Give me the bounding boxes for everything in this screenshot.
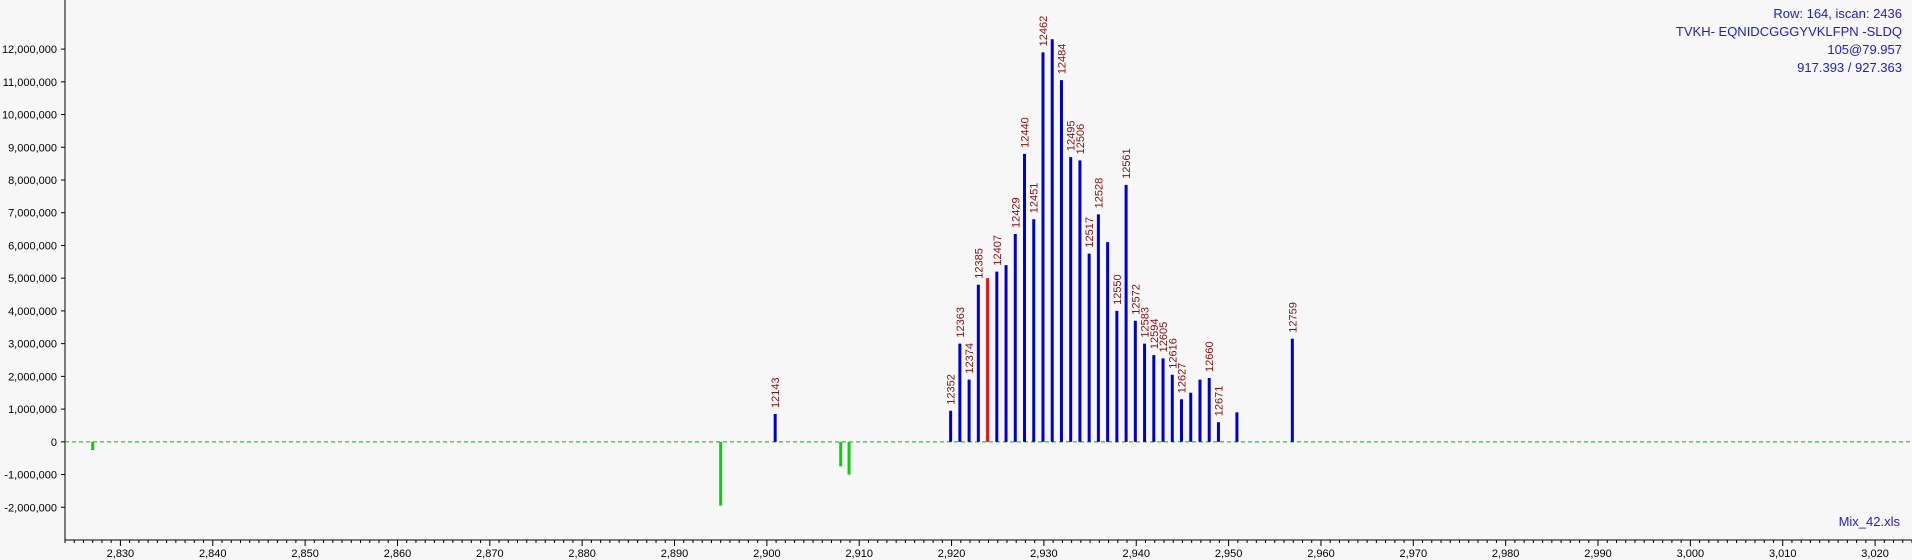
x-tick-label: 2,880: [568, 548, 596, 560]
y-tick-label: -2,000,000: [4, 502, 57, 514]
mz-range-info: 917.393 / 927.363: [1797, 60, 1902, 75]
peak-label: 12660: [1204, 341, 1216, 372]
peak-label: 12429: [1010, 197, 1022, 228]
y-tick-label: 5,000,000: [8, 273, 57, 285]
y-tick-label: 10,000,000: [2, 110, 57, 122]
peak-label: 12451: [1029, 183, 1041, 214]
x-tick-label: 3,000: [1677, 548, 1705, 560]
y-tick-label: 1,000,000: [8, 404, 57, 416]
peak-label: 12583: [1140, 307, 1152, 338]
file-name-label: Mix_42.xls: [1838, 514, 1900, 529]
peak-label: 12506: [1075, 124, 1087, 155]
x-tick-label: 2,890: [661, 548, 689, 560]
charge-retention-info: 105@79.957: [1827, 42, 1902, 57]
peak-label: 12407: [992, 235, 1004, 266]
peak-label: 12627: [1177, 363, 1189, 394]
x-tick-label: 2,970: [1400, 548, 1428, 560]
peptide-sequence: TVKH- EQNIDCGGGYVKLFPN -SLDQ: [1675, 24, 1902, 39]
y-tick-label: 2,000,000: [8, 371, 57, 383]
peak-label: 12561: [1121, 148, 1133, 179]
peak-label: 12759: [1287, 302, 1299, 333]
x-tick-label: 2,840: [199, 548, 227, 560]
peak-label: 12550: [1112, 274, 1124, 305]
y-tick-label: 7,000,000: [8, 208, 57, 220]
x-tick-label: 2,860: [384, 548, 412, 560]
y-tick-label: -1,000,000: [4, 470, 57, 482]
peak-label: 12385: [973, 248, 985, 279]
y-tick-label: 4,000,000: [8, 306, 57, 318]
x-tick-label: 2,940: [1122, 548, 1150, 560]
x-tick-label: 2,990: [1584, 548, 1612, 560]
x-tick-label: 2,830: [107, 548, 135, 560]
x-tick-label: 2,960: [1307, 548, 1335, 560]
peak-label: 12462: [1038, 16, 1050, 47]
peak-label: 12440: [1020, 117, 1032, 148]
y-tick-label: 0: [51, 437, 57, 449]
peak-label: 12517: [1084, 217, 1096, 248]
y-tick-label: 6,000,000: [8, 240, 57, 252]
y-tick-label: 11,000,000: [3, 77, 57, 89]
x-tick-label: 2,850: [291, 548, 319, 560]
x-tick-label: 2,910: [845, 548, 873, 560]
y-tick-label: 8,000,000: [8, 175, 57, 187]
x-tick-label: 2,980: [1492, 548, 1520, 560]
peak-label: 12484: [1056, 44, 1068, 75]
x-tick-label: 3,020: [1861, 548, 1889, 560]
peak-labels-layer: 12143 12352 12363 12374 12385 12407 12429 12440…: [770, 16, 1299, 416]
x-tick-label: 3,010: [1769, 548, 1797, 560]
peak-label: 12594: [1149, 318, 1161, 349]
peak-label: 12143: [770, 377, 782, 408]
x-tick-label: 2,920: [938, 548, 966, 560]
peak-label: 12374: [964, 343, 976, 374]
peak-label: 12495: [1066, 120, 1078, 151]
peak-label: 12572: [1130, 284, 1142, 315]
peak-label: 12671: [1213, 386, 1225, 417]
peak-label: 12605: [1158, 322, 1170, 353]
peak-label: 12352: [946, 374, 958, 405]
x-tick-label: 2,870: [476, 548, 504, 560]
peak-label: 12528: [1093, 178, 1105, 209]
row-scan-info: Row: 164, iscan: 2436: [1773, 6, 1902, 21]
x-tick-label: 2,950: [1215, 548, 1243, 560]
x-tick-label: 2,930: [1030, 548, 1058, 560]
y-tick-label: 3,000,000: [8, 339, 57, 351]
y-tick-label: 12,000,000: [2, 44, 57, 56]
peak-bars-layer: [91, 39, 1294, 506]
peak-label: 12363: [955, 307, 967, 338]
y-tick-label: 9,000,000: [8, 142, 57, 154]
x-tick-label: 2,900: [753, 548, 781, 560]
peak-label: 12616: [1167, 338, 1179, 369]
